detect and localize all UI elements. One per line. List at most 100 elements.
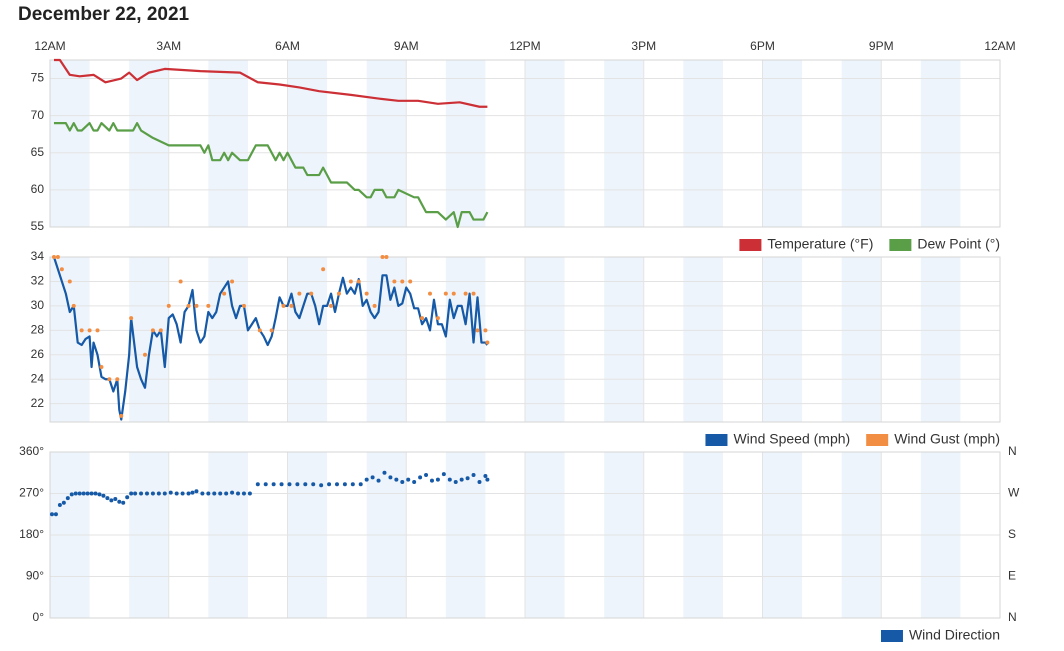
x-tick-label: 12AM [34, 39, 65, 53]
hour-stripe [525, 257, 565, 422]
series-dot [420, 316, 425, 321]
series-dot [443, 291, 448, 296]
series-dot [435, 316, 440, 321]
hour-stripe [445, 257, 486, 422]
series-dot [107, 377, 112, 382]
hour-stripe [683, 60, 723, 227]
series-dot [95, 328, 100, 333]
legend-swatch [705, 434, 728, 446]
series-dot [483, 473, 488, 478]
series-dot [483, 328, 488, 333]
series-dot [67, 279, 72, 284]
legend-label: Wind Direction [909, 627, 1000, 643]
series-dot [218, 491, 223, 496]
series-dot [406, 477, 411, 482]
hour-stripe [366, 60, 407, 227]
series-dot [206, 491, 211, 496]
y2-tick-label: W [1008, 486, 1020, 500]
series-dot [53, 512, 58, 517]
plot-border [49, 451, 1001, 619]
x-tick-label: 12AM [984, 39, 1015, 53]
series-dot [447, 477, 452, 482]
series-dot [121, 500, 126, 505]
series-dot [115, 377, 120, 382]
series-dot [334, 482, 339, 487]
series-dot [453, 479, 458, 484]
legend-swatch [739, 239, 762, 251]
series-dot [194, 489, 199, 494]
series-dot [158, 328, 163, 333]
series-dot [380, 255, 385, 259]
y2-tick-label: N [1008, 444, 1017, 458]
series-dot [224, 491, 229, 496]
y2-tick-label: E [1008, 569, 1016, 583]
hour-stripe [762, 257, 803, 422]
legend-swatch [889, 239, 912, 251]
series-dot [117, 499, 122, 504]
y2-tick-label: N [1008, 610, 1017, 624]
hour-stripe [683, 257, 723, 422]
y-tick-label: 26 [31, 347, 45, 361]
hour-stripe [841, 60, 882, 227]
series-dot [55, 255, 60, 259]
series-dot [180, 491, 185, 496]
series-dot [129, 491, 134, 496]
series-dot [400, 479, 405, 484]
y-tick-label: 24 [31, 371, 45, 385]
series-dot [303, 482, 308, 487]
y-tick-label: 270° [19, 486, 44, 500]
series-dot [93, 491, 98, 496]
series-dot [348, 279, 353, 284]
series-dot [471, 473, 476, 478]
hour-stripe [366, 257, 407, 422]
series-dot [166, 303, 171, 308]
series-dot [263, 482, 268, 487]
series-dot [485, 340, 490, 345]
series-dot [364, 291, 369, 296]
hour-stripe [129, 60, 169, 227]
legend-label: Temperature (°F) [767, 236, 873, 252]
series-dot [408, 279, 413, 284]
series-dot [412, 479, 417, 484]
series-dot [236, 491, 241, 496]
series-dot [269, 328, 274, 333]
series-dot [230, 279, 235, 284]
series-dot [279, 482, 284, 487]
series-dot [429, 478, 434, 483]
series-dot [384, 255, 389, 259]
series-dot [113, 497, 118, 502]
series-dot [309, 291, 314, 296]
series-dot [471, 291, 476, 296]
plot-border [49, 256, 1001, 423]
series-dot [392, 279, 397, 284]
series-dot [297, 291, 302, 296]
y-tick-label: 55 [31, 219, 45, 233]
series-dot [342, 482, 347, 487]
series-line [53, 121, 489, 229]
series-dot [400, 279, 405, 284]
series-dot [319, 483, 324, 488]
x-tick-label: 3AM [156, 39, 181, 53]
series-dot [271, 482, 276, 487]
series-dot [477, 479, 482, 484]
legend-label: Wind Speed (mph) [733, 431, 850, 447]
series-dot [174, 491, 179, 496]
hour-stripe [762, 60, 803, 227]
series-dot [51, 255, 56, 259]
series-dot [364, 477, 369, 482]
page-title: December 22, 2021 [18, 4, 190, 25]
series-dot [230, 490, 235, 495]
series-dot [69, 492, 74, 497]
series-dot [206, 303, 211, 308]
series-dot [150, 328, 155, 333]
hour-stripe [604, 257, 644, 422]
series-dot [119, 413, 124, 418]
series-dot [255, 482, 260, 487]
series-dot [59, 267, 64, 272]
series-dot [77, 491, 82, 496]
hour-stripe [525, 60, 565, 227]
series-dot [186, 303, 191, 308]
series-dot [89, 491, 94, 496]
series-dot [257, 328, 262, 333]
